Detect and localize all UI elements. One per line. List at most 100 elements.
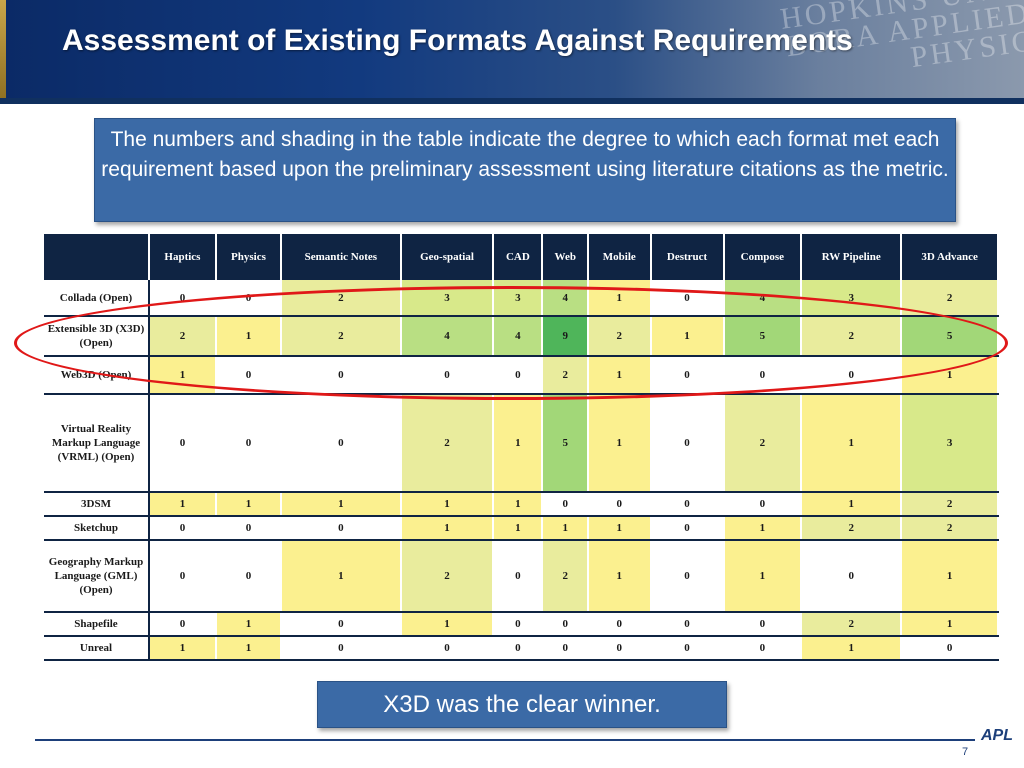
table-row: Collada (Open) 0 0 2 3 3 4 1 0 4 3 2 <box>44 280 999 317</box>
score-cell: 2 <box>281 316 402 357</box>
score-cell: 0 <box>149 612 217 637</box>
score-cell: 2 <box>901 516 999 541</box>
score-cell: 0 <box>723 356 803 395</box>
score-cell: 0 <box>493 356 544 395</box>
score-cell: 0 <box>493 612 544 637</box>
score-cell: 5 <box>723 316 803 357</box>
score-cell: 1 <box>588 280 652 317</box>
score-cell: 4 <box>542 280 590 317</box>
score-cell: 0 <box>215 356 283 395</box>
score-cell: 1 <box>493 492 544 517</box>
page-number: 7 <box>962 746 969 758</box>
score-cell: 0 <box>400 356 495 395</box>
score-cell: 3 <box>400 280 495 317</box>
score-cell: 1 <box>493 394 544 493</box>
score-cell: 1 <box>215 492 283 517</box>
score-cell: 1 <box>149 636 217 661</box>
row-label: Sketchup <box>44 516 150 541</box>
table-header-haptics: Haptics <box>149 234 217 280</box>
row-label: Geography Markup Language (GML) (Open) <box>44 540 150 613</box>
score-cell: 0 <box>588 492 652 517</box>
score-cell: 0 <box>723 492 803 517</box>
table-row: Geography Markup Language (GML) (Open) 0 0… <box>44 540 999 613</box>
footer-divider <box>35 739 975 741</box>
table-header-semantic-notes: Semantic Notes <box>281 234 402 280</box>
score-cell: 0 <box>801 356 903 395</box>
table-header-compose: Compose <box>723 234 803 280</box>
score-cell: 2 <box>400 394 495 493</box>
score-cell: 0 <box>281 612 402 637</box>
score-cell: 1 <box>400 492 495 517</box>
row-label: Extensible 3D (X3D) (Open) <box>44 316 150 357</box>
row-label: 3DSM <box>44 492 150 517</box>
table-row: 3DSM 1 1 1 1 1 0 0 0 0 1 2 <box>44 492 999 517</box>
banner-gold-edge <box>0 0 6 104</box>
score-cell: 0 <box>281 516 402 541</box>
score-cell: 2 <box>901 280 999 317</box>
table-row: Web3D (Open) 1 0 0 0 0 2 1 0 0 0 1 <box>44 356 999 395</box>
score-cell: 0 <box>281 636 402 661</box>
header-banner: HOPKINS UNIV BORA APPLIED PHYSIC Assessm… <box>0 0 1024 104</box>
score-cell: 0 <box>542 612 590 637</box>
score-cell: 1 <box>281 492 402 517</box>
score-cell: 2 <box>542 540 590 613</box>
score-cell: 2 <box>149 316 217 357</box>
score-cell: 2 <box>400 540 495 613</box>
score-cell: 5 <box>901 316 999 357</box>
score-cell: 0 <box>650 280 725 317</box>
table-header-row: Haptics Physics Semantic Notes Geo-spatial C… <box>44 234 999 280</box>
score-cell: 9 <box>542 316 590 357</box>
table-body: Collada (Open) 0 0 2 3 3 4 1 0 4 3 2 Extensible 3D (… <box>44 280 999 661</box>
callout-conclusion: X3D was the clear winner. <box>317 681 727 728</box>
row-label: Web3D (Open) <box>44 356 150 395</box>
table-row: Extensible 3D (X3D) (Open) 2 1 2 4 4 9 2 1 5 2 5 <box>44 316 999 357</box>
score-cell: 0 <box>400 636 495 661</box>
score-cell: 1 <box>901 356 999 395</box>
score-cell: 4 <box>400 316 495 357</box>
score-cell: 0 <box>650 516 725 541</box>
score-cell: 0 <box>215 516 283 541</box>
table-header-corner <box>44 234 150 280</box>
score-cell: 0 <box>588 612 652 637</box>
score-cell: 4 <box>723 280 803 317</box>
score-cell: 0 <box>149 516 217 541</box>
score-cell: 0 <box>281 356 402 395</box>
score-cell: 2 <box>801 516 903 541</box>
table-header-web: Web <box>542 234 590 280</box>
score-cell: 0 <box>801 540 903 613</box>
score-cell: 0 <box>650 612 725 637</box>
score-cell: 3 <box>493 280 544 317</box>
score-cell: 1 <box>588 356 652 395</box>
score-cell: 0 <box>215 280 283 317</box>
score-cell: 1 <box>400 516 495 541</box>
assessment-table: Haptics Physics Semantic Notes Geo-spatial C… <box>44 234 999 661</box>
score-cell: 0 <box>149 540 217 613</box>
row-label: Unreal <box>44 636 150 661</box>
score-cell: 0 <box>149 394 217 493</box>
score-cell: 1 <box>215 316 283 357</box>
page-title: Assessment of Existing Formats Against R… <box>62 24 853 57</box>
score-cell: 0 <box>588 636 652 661</box>
row-label: Collada (Open) <box>44 280 150 317</box>
score-cell: 1 <box>801 636 903 661</box>
row-label: Virtual Reality Markup Language (VRML) (… <box>44 394 150 493</box>
score-cell: 1 <box>723 516 803 541</box>
score-cell: 1 <box>901 540 999 613</box>
table-header-physics: Physics <box>215 234 283 280</box>
score-cell: 2 <box>588 316 652 357</box>
score-cell: 0 <box>723 612 803 637</box>
score-cell: 1 <box>215 612 283 637</box>
banner-stripe <box>0 98 1024 104</box>
score-cell: 3 <box>901 394 999 493</box>
score-cell: 2 <box>801 612 903 637</box>
table-row: Virtual Reality Markup Language (VRML) (… <box>44 394 999 493</box>
score-cell: 1 <box>588 394 652 493</box>
score-cell: 1 <box>281 540 402 613</box>
score-cell: 2 <box>542 356 590 395</box>
score-cell: 4 <box>493 316 544 357</box>
apl-logo: APL <box>981 727 1013 744</box>
score-cell: 1 <box>901 612 999 637</box>
row-label: Shapefile <box>44 612 150 637</box>
callout-description: The numbers and shading in the table ind… <box>94 118 956 222</box>
score-cell: 1 <box>149 356 217 395</box>
